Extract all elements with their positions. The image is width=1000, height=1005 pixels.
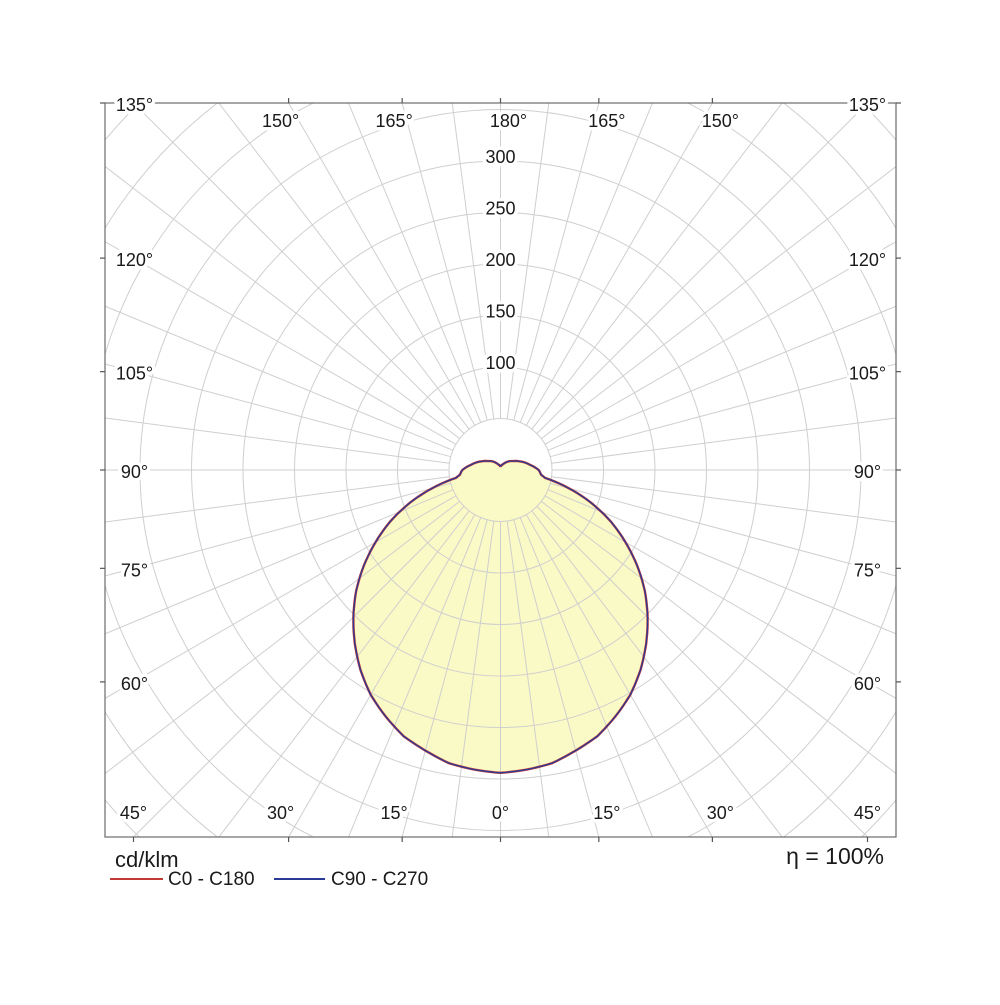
grid-label: 250	[485, 199, 515, 219]
grid-label: 105°	[849, 364, 886, 384]
grid-label: 75°	[854, 560, 881, 580]
curve-c90-c270	[352, 460, 649, 774]
legend-label-c90: C90 - C270	[331, 869, 429, 890]
legend-label-c0: C0 - C180	[168, 869, 255, 890]
grid-label: 100	[485, 353, 515, 373]
unit-label: cd/klm	[115, 847, 179, 872]
grid-label: 60°	[854, 674, 881, 694]
grid-label: 30°	[267, 803, 294, 823]
efficiency-label: η = 100%	[786, 843, 884, 869]
angle-ticks	[100, 98, 901, 842]
legend-line-c0-icon	[110, 878, 163, 880]
grid-label: 135°	[849, 95, 886, 115]
grid-label: 90°	[854, 462, 881, 482]
grid-label: 45°	[120, 803, 147, 823]
grid-label: 75°	[121, 560, 148, 580]
grid-label: 150°	[702, 111, 739, 131]
legend-line-c90-icon	[274, 878, 325, 880]
grid-label: 15°	[381, 803, 408, 823]
grid-label: 15°	[593, 803, 620, 823]
grid-label: 165°	[588, 111, 625, 131]
grid-label: 180°	[490, 111, 527, 131]
grid-label: 165°	[376, 111, 413, 131]
grid-label: 150°	[262, 111, 299, 131]
grid-label: 150	[485, 302, 515, 322]
grid-label: 30°	[707, 803, 734, 823]
grid-label: 135°	[116, 95, 153, 115]
grid-label: 105°	[116, 364, 153, 384]
grid-label: 120°	[849, 250, 886, 270]
grid-label: 45°	[854, 803, 881, 823]
grid-labels: 0° 15° 15° 30° 30° 45° 45° 60° 60° 75° 75° 90° 90° 10…	[112, 92, 889, 827]
grid-label: 300	[485, 147, 515, 167]
grid-label: 200	[485, 250, 515, 270]
grid-label: 90°	[121, 462, 148, 482]
grid-label: 60°	[121, 674, 148, 694]
grid-label: 120°	[116, 250, 153, 270]
grid-label: 0°	[492, 803, 509, 823]
